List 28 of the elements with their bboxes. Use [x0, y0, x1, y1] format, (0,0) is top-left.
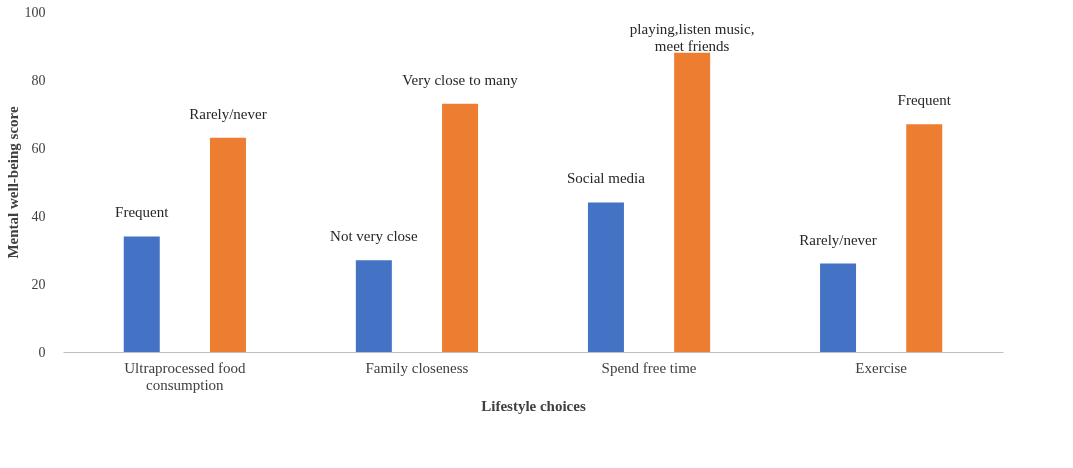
y-tick-label: 20 [31, 276, 46, 292]
bar [209, 137, 246, 352]
y-tick-label: 60 [31, 140, 46, 156]
annotation: Rarely/never [799, 231, 877, 248]
bar [906, 124, 943, 352]
annotation: Not very close [330, 228, 418, 245]
bar [587, 202, 624, 352]
bar [820, 263, 857, 352]
annotation: Frequent [897, 92, 952, 109]
y-tick-label: 100 [24, 4, 46, 20]
x-tick-label: Family closeness [365, 359, 469, 376]
y-tick-label: 0 [38, 344, 46, 360]
y-tick-label: 80 [31, 72, 46, 88]
annotation: Rarely/never [189, 105, 267, 122]
bar [442, 103, 479, 352]
y-axis-title: Mental well-being score [4, 106, 21, 259]
annotation: Very close to many [402, 71, 519, 88]
x-tick-label: Spend free time [601, 359, 697, 376]
annotation: Social media [566, 170, 646, 187]
bar [123, 236, 160, 352]
x-tick-label: Ultraprocessed food consumption [124, 359, 246, 393]
x-tick-label: Exercise [855, 359, 908, 376]
bar [674, 52, 711, 352]
annotation: Frequent [115, 204, 170, 221]
y-tick-label: 40 [31, 208, 46, 224]
x-axis-title: Lifestyle choices [481, 397, 586, 414]
bar [355, 260, 392, 352]
annotation: playing,listen music, meet friends [629, 20, 755, 54]
